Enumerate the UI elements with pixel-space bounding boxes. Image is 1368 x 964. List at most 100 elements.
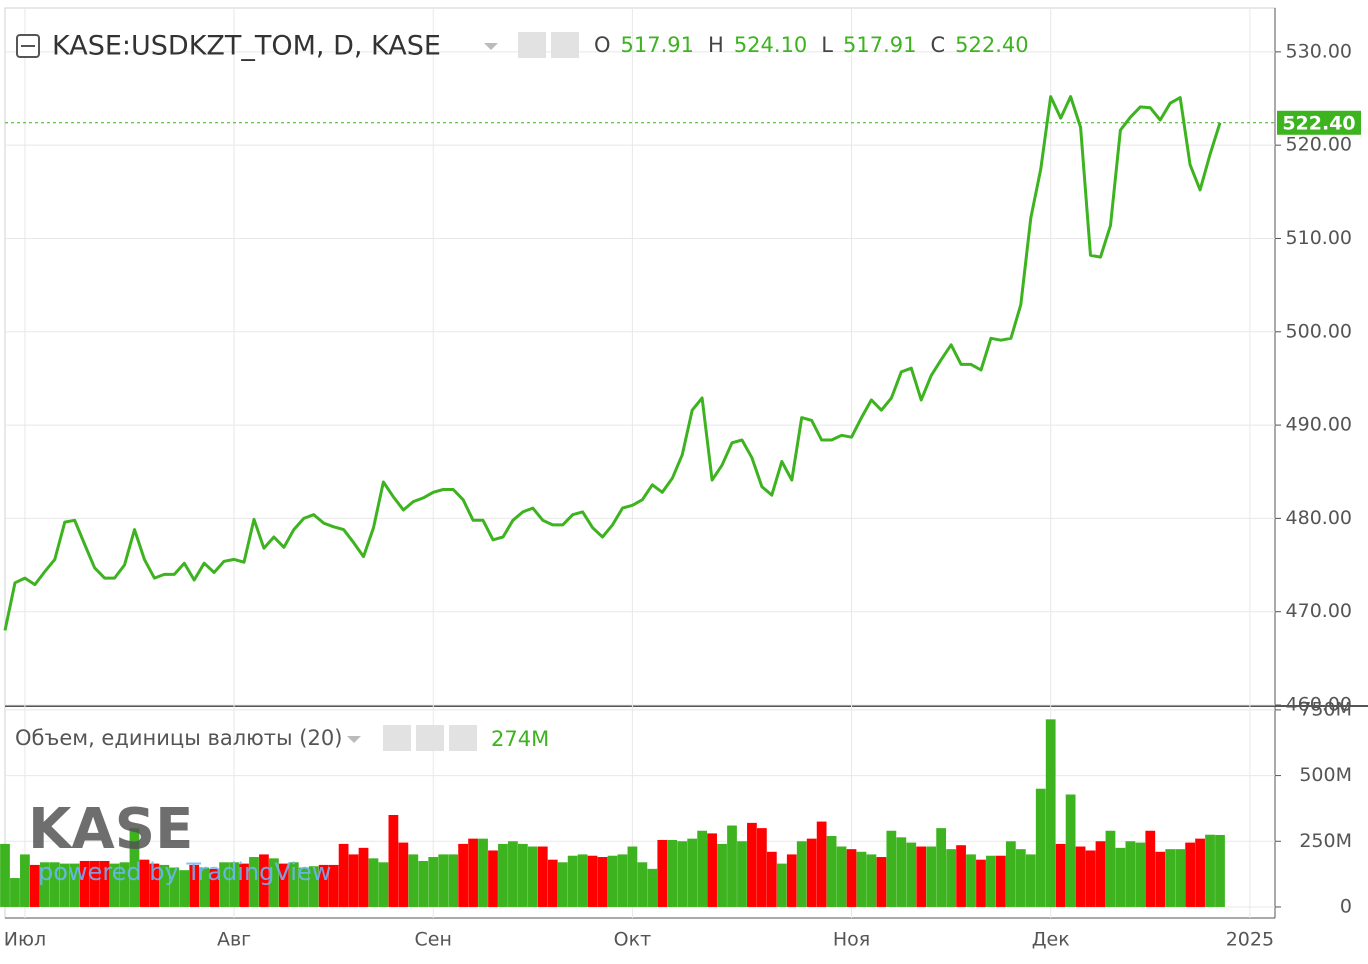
ohlc-key: C	[930, 33, 945, 57]
volume-bar	[1065, 794, 1076, 907]
volume-bar	[647, 868, 658, 907]
volume-bar	[259, 854, 269, 907]
volume-bar	[697, 830, 708, 907]
volume-bar	[517, 843, 528, 907]
volume-bar	[308, 866, 319, 907]
volume-bar	[537, 846, 548, 907]
volume-bar	[597, 857, 608, 907]
watermark-logo: KASE	[28, 797, 193, 862]
volume-bar	[936, 828, 947, 907]
volume-bar	[1155, 851, 1166, 907]
last-price-label: 522.40	[1282, 112, 1355, 134]
ohlc-key: H	[708, 33, 724, 57]
volume-bar	[119, 862, 130, 907]
settings-icon[interactable]	[416, 725, 444, 751]
volume-bar	[796, 841, 807, 907]
eye-icon[interactable]	[383, 725, 411, 751]
volume-bar	[1165, 849, 1176, 907]
volume-bar	[896, 837, 907, 907]
volume-bar	[1135, 842, 1146, 907]
ohlc-key: O	[594, 33, 611, 57]
x-tick-label: Июл	[4, 929, 46, 951]
volume-bar	[1125, 841, 1136, 907]
y-tick-label: 480.00	[1286, 507, 1352, 529]
y-tick-label: 520.00	[1286, 134, 1352, 156]
volume-bar	[99, 860, 110, 907]
volume-current: 274M	[491, 727, 549, 751]
volume-bar	[69, 863, 80, 907]
last-price-tag	[1277, 110, 1361, 135]
volume-bar	[637, 862, 648, 907]
volume-bar	[139, 859, 150, 907]
volume-bar	[288, 862, 299, 907]
volume-bar	[1025, 854, 1036, 907]
volume-bar	[707, 833, 717, 907]
volume-bar	[488, 850, 498, 907]
y-tick-label: 0	[1340, 895, 1352, 917]
eye-icon[interactable]	[518, 32, 546, 58]
x-tick-label: Окт	[614, 929, 652, 951]
close-icon[interactable]	[449, 725, 477, 751]
volume-bar	[149, 863, 160, 907]
volume-title: Объем, единицы валюты (20)	[15, 726, 342, 750]
dropdown-arrow[interactable]	[484, 43, 498, 50]
volume-bar	[20, 854, 30, 907]
volume-bar	[1195, 838, 1205, 907]
volume-bar	[10, 878, 20, 907]
volume-bar	[418, 860, 429, 907]
volume-header: Объем, единицы валюты (20) 274M	[15, 725, 549, 751]
y-tick-label: 500.00	[1286, 320, 1352, 342]
volume-bar	[557, 862, 568, 907]
symbol-title: KASE:USDKZT_TOM, D, KASE	[52, 31, 441, 62]
volume-bar	[836, 846, 847, 907]
y-tick-label: 750M	[1299, 698, 1352, 720]
volume-bar	[946, 849, 956, 907]
volume-bar	[1185, 842, 1196, 907]
volume-bar	[826, 836, 837, 907]
volume-bar	[269, 858, 279, 907]
volume-bar	[49, 862, 60, 907]
volume-bar	[1105, 830, 1116, 907]
volume-bar	[747, 822, 757, 907]
y-tick-label: 500M	[1299, 764, 1352, 786]
x-tick-label: Сен	[415, 929, 452, 951]
volume-bar	[59, 863, 70, 907]
volume-bar	[816, 821, 827, 907]
volume-bar	[458, 843, 468, 907]
volume-bar	[1085, 850, 1096, 907]
volume-bar	[1055, 843, 1066, 907]
y-tick-label: 490.00	[1286, 414, 1352, 436]
volume-bar	[229, 862, 239, 907]
y-tick-label: 510.00	[1286, 227, 1352, 249]
dropdown-arrow[interactable]	[347, 736, 361, 743]
settings-icon[interactable]	[551, 32, 579, 58]
volume-bar	[358, 847, 369, 907]
volume-bar	[527, 846, 538, 907]
volume-bar	[1215, 834, 1225, 907]
y-tick-label: 250M	[1299, 830, 1352, 852]
volume-bar	[866, 854, 877, 907]
marks	[0, 95, 1275, 907]
x-tick-label: Дек	[1032, 929, 1070, 951]
volume-bar	[448, 854, 459, 907]
volume-bar	[408, 854, 419, 907]
volume-bar	[1115, 847, 1126, 907]
volume-bar	[886, 830, 897, 907]
volume-bar	[617, 854, 628, 907]
volume-bar	[39, 862, 50, 907]
volume-bar	[776, 863, 787, 907]
price-line	[3, 95, 1222, 631]
volume-bar	[926, 846, 937, 907]
volume-bar	[567, 855, 578, 907]
volume-bar	[498, 843, 508, 907]
volume-bar	[956, 845, 966, 907]
volume-bar	[876, 857, 887, 907]
volume-bar	[806, 838, 817, 907]
volume-bar	[906, 842, 917, 907]
ohlc-key: L	[821, 33, 833, 57]
volume-bar	[219, 862, 229, 907]
volume-bar	[1075, 846, 1086, 907]
ohlc-value: 517.91	[843, 33, 916, 57]
volume-bar	[29, 864, 40, 907]
